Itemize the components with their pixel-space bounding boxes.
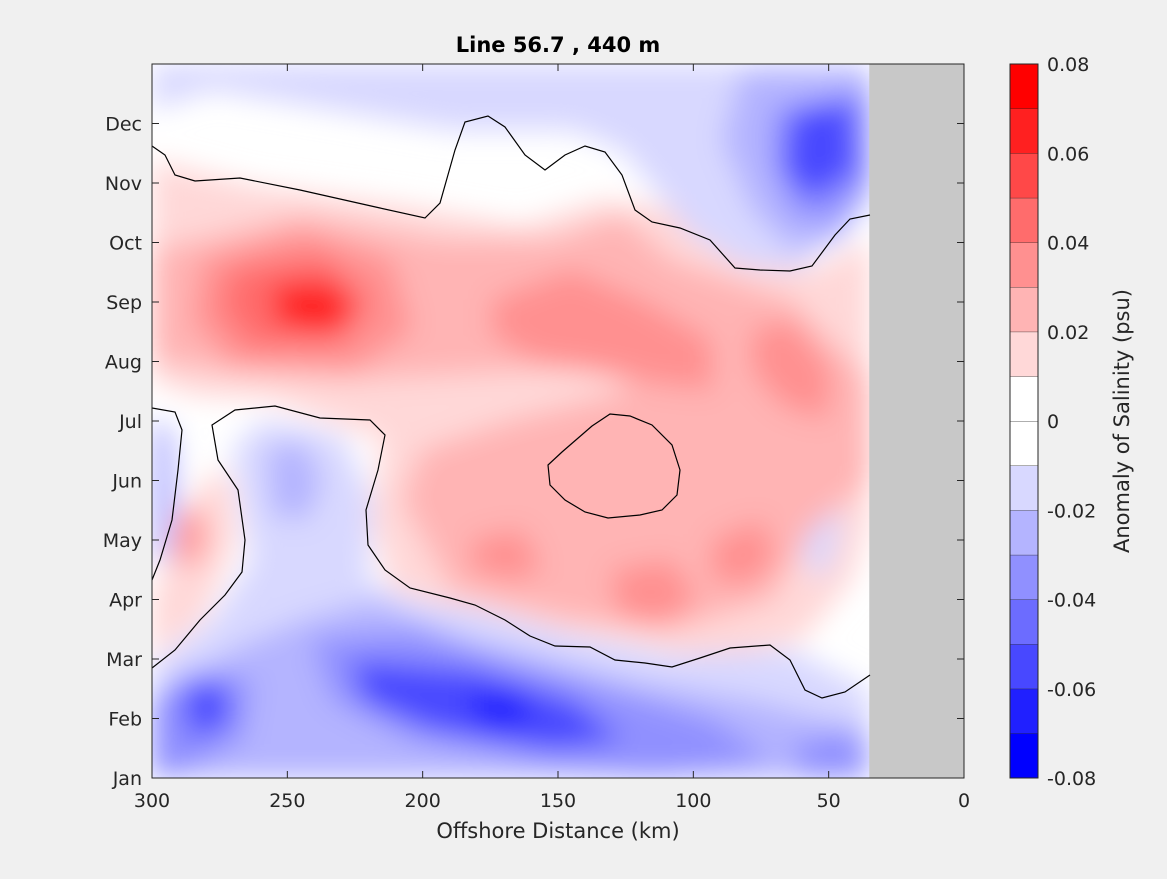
colorbar-segment [1010,688,1038,734]
colorbar-tick-label: -0.04 [1047,590,1096,612]
contour-band-10 [267,440,322,520]
y-tick-label: Oct [109,233,142,255]
colorbar [1009,63,1039,779]
y-tick-label: Jan [112,768,142,790]
salinity-anomaly-field [152,64,870,778]
colorbar-segment [1010,153,1038,198]
colorbar-segment [1010,108,1038,154]
colorbar-segment [1010,64,1038,109]
x-axis: 300 250 200 150 100 50 0 [134,64,970,812]
colorbar-ticks: 0.08 0.06 0.04 0.02 0 -0.02 -0.04 -0.06 -0.08 [1047,54,1096,790]
y-tick-label: Nov [105,173,142,195]
contour-band-27 [472,690,532,730]
colorbar-tick-label: 0.06 [1047,143,1089,165]
zero-contour-lines [152,115,871,699]
colorbar-tick-label: 0.04 [1047,233,1089,255]
y-tick-label: May [103,530,142,552]
x-tick-label: 100 [675,790,711,812]
colorbar-segment [1010,376,1038,421]
x-tick-label: 0 [958,790,970,812]
colorbar-tick-label: -0.06 [1047,679,1096,701]
colorbar-tick-label: -0.08 [1047,768,1096,790]
x-tick-label: 300 [134,790,170,812]
contour-band-14 [472,530,542,580]
contour-band-16 [712,520,777,585]
contour-band-17 [177,500,207,570]
contour-band-15 [612,560,697,625]
zero-contour-middle [152,405,871,699]
contour-band-13 [752,320,832,420]
y-tick-label: Dec [105,114,142,136]
contour-band-26 [272,280,357,335]
no-data-region [869,64,964,778]
x-tick-label: 250 [269,790,305,812]
contour-band-2 [152,64,870,270]
zero-contour-upper [152,115,871,272]
colorbar-tick-label: 0 [1047,411,1059,433]
colorbar-segment [1010,510,1038,555]
chart-title: Line 56.7 , 440 m [456,33,661,57]
y-tick-label: Aug [105,352,142,374]
colorbar-segment [1010,465,1038,511]
colorbar-tick-label: 0.08 [1047,54,1089,76]
zero-contour-lower-left [152,407,183,581]
y-tick-label: Apr [109,590,142,612]
colorbar-segment [1010,554,1038,600]
colorbar-segment [1010,421,1038,466]
colorbar-segment [1010,644,1038,689]
x-axis-label: Offshore Distance (km) [436,819,679,843]
x-tick-label: 150 [540,790,576,812]
x-tick-label: 50 [817,790,841,812]
contour-band-12 [492,270,712,390]
contour-band-24 [182,680,232,740]
y-tick-label: Sep [106,292,142,314]
colorbar-tick-label: -0.02 [1047,500,1096,522]
y-tick-label: Jul [118,411,142,433]
zero-contour-loop [547,413,681,519]
colorbar-tick-label: 0.02 [1047,322,1089,344]
x-tick-label: 200 [405,790,441,812]
colorbar-segment [1010,287,1038,332]
y-tick-label: Mar [106,649,142,671]
contour-band-21 [792,730,870,778]
y-tick-label: Feb [108,709,142,731]
colorbar-segment [1010,331,1038,377]
y-tick-label: Jun [111,471,142,493]
colorbar-segment [1010,242,1038,288]
colorbar-segment [1010,733,1038,778]
colorbar-segment [1010,197,1038,243]
colorbar-frame [1009,63,1039,779]
colorbar-segment [1010,599,1038,645]
colorbar-label: Anomaly of Salinity (psu) [1110,289,1134,553]
contour-band-25 [782,100,857,200]
y-axis: Jan Feb Mar Apr May Jun Jul Aug Sep Oct Nov Dec [103,114,964,790]
